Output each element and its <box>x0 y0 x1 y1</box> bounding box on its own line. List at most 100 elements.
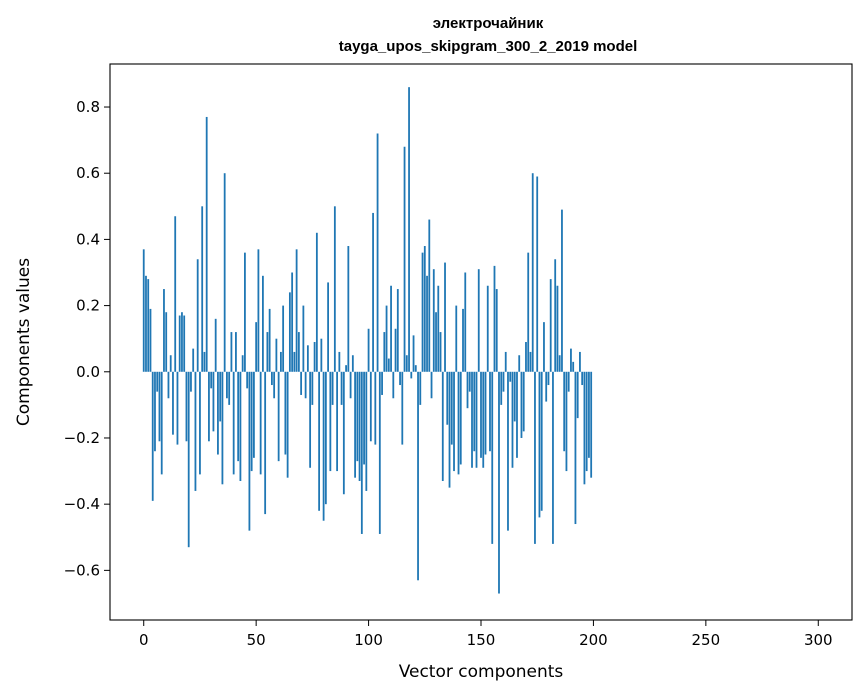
bar <box>302 305 305 372</box>
y-tick-label: 0.6 <box>76 164 100 182</box>
bar <box>275 338 278 372</box>
bar <box>167 371 170 399</box>
bar <box>374 371 377 445</box>
bar <box>430 371 433 399</box>
bar <box>372 212 374 372</box>
bar <box>345 365 347 372</box>
bar <box>585 371 588 472</box>
bar <box>432 269 435 372</box>
bar <box>237 371 240 462</box>
bar <box>387 358 390 372</box>
bar <box>574 371 577 525</box>
bar <box>221 371 224 485</box>
bar <box>327 282 329 372</box>
bar <box>493 265 496 372</box>
bar <box>457 371 460 475</box>
bar <box>466 371 469 409</box>
bar <box>219 371 222 422</box>
bar <box>230 332 233 372</box>
x-tick-label: 50 <box>247 631 266 649</box>
bar <box>453 371 455 472</box>
bars-group <box>142 87 593 594</box>
bar <box>259 371 262 475</box>
bar <box>205 116 208 372</box>
bar <box>507 371 509 531</box>
bar <box>450 371 453 445</box>
bar <box>253 371 255 458</box>
bar <box>563 371 566 452</box>
bar <box>266 332 269 372</box>
bar <box>511 371 514 468</box>
bar <box>538 371 541 518</box>
y-tick-label: 0.0 <box>76 363 100 381</box>
bar <box>581 371 584 386</box>
bar <box>421 252 424 372</box>
bar <box>381 371 383 395</box>
bar <box>358 371 361 481</box>
bar <box>208 371 210 442</box>
bar <box>437 285 440 372</box>
bar <box>217 371 219 455</box>
bar <box>329 371 332 472</box>
bar <box>322 371 325 521</box>
bar <box>390 285 392 372</box>
bar <box>482 371 485 468</box>
bar <box>190 371 192 392</box>
bar <box>534 371 536 544</box>
bar <box>378 371 381 534</box>
bar <box>504 351 507 372</box>
bar <box>489 371 491 452</box>
y-tick-label: −0.6 <box>64 561 100 579</box>
bar <box>554 259 557 372</box>
bar <box>439 332 442 372</box>
bar <box>147 279 150 372</box>
bar <box>226 371 228 399</box>
bar <box>232 371 235 475</box>
x-tick-label: 100 <box>354 631 383 649</box>
bar <box>446 371 449 425</box>
bar <box>315 232 318 372</box>
bar <box>552 371 554 544</box>
bar <box>235 332 237 372</box>
bar <box>356 371 359 462</box>
bar <box>376 133 379 372</box>
bar <box>543 322 545 372</box>
bar <box>567 371 570 392</box>
bar <box>185 371 188 442</box>
bar <box>509 371 512 382</box>
bar <box>588 371 590 458</box>
bar <box>462 308 464 372</box>
y-tick-label: −0.2 <box>64 429 100 447</box>
bar <box>297 332 300 372</box>
bar <box>518 355 521 372</box>
bar <box>277 371 280 462</box>
bar <box>448 371 451 488</box>
bar <box>520 371 523 438</box>
bar <box>576 371 579 419</box>
bar <box>570 348 572 372</box>
bar <box>286 371 289 478</box>
bar <box>300 371 303 395</box>
bar <box>228 371 231 405</box>
bar <box>282 305 285 372</box>
bar <box>426 275 428 372</box>
bar <box>491 371 494 544</box>
bar <box>268 308 271 372</box>
bar <box>459 371 462 465</box>
bar <box>419 371 422 405</box>
bar <box>199 371 201 475</box>
bar <box>293 351 296 372</box>
bar <box>347 246 350 372</box>
bar <box>273 371 276 399</box>
bar <box>172 371 174 435</box>
y-axis-label: Components values <box>14 258 34 426</box>
bar <box>522 371 525 432</box>
bar <box>284 371 287 455</box>
bar <box>169 355 172 372</box>
bar <box>210 371 213 389</box>
bar <box>455 305 458 372</box>
bar <box>486 285 489 372</box>
bar <box>264 371 267 515</box>
bar <box>309 371 312 468</box>
